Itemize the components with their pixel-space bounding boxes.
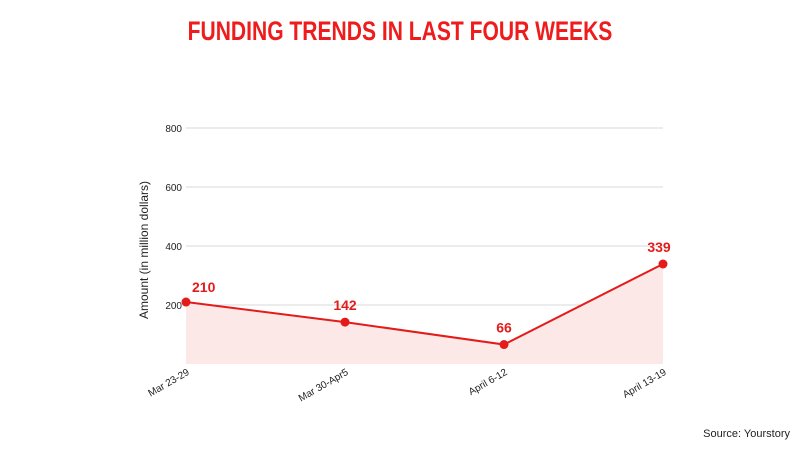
data-label: 142 [333, 297, 357, 313]
y-tick-label: 800 [165, 124, 182, 135]
data-labels: 210 142 66 339 [192, 239, 671, 336]
data-points [181, 259, 668, 350]
data-point [499, 340, 509, 350]
area-fill [186, 263, 663, 364]
data-point [181, 297, 191, 307]
chart-title: FUNDING TRENDS IN LAST FOUR WEEKS [187, 16, 613, 46]
data-point [340, 317, 350, 327]
x-tick-label: Mar 30-Apr5 [297, 367, 351, 405]
x-tick-labels: Mar 23-29 Mar 30-Apr5 April 6-12 April 13-1… [147, 367, 669, 405]
data-label: 66 [496, 320, 512, 336]
y-axis-label: Amount (in million dollars) [137, 181, 151, 319]
gridlines [186, 127, 663, 306]
x-tick-label: Mar 23-29 [147, 367, 192, 400]
source-note: Source: Yourstory [703, 428, 790, 440]
x-tick-label: April 13-19 [621, 367, 669, 401]
y-tick-label: 600 [165, 183, 182, 194]
data-label: 339 [647, 239, 671, 255]
data-point [658, 259, 668, 269]
data-label: 210 [192, 279, 216, 295]
y-tick-label: 200 [165, 301, 182, 312]
x-tick-label: April 6-12 [467, 367, 510, 398]
y-tick-label: 400 [165, 242, 182, 253]
y-tick-labels: 200 400 600 800 [165, 124, 182, 312]
series-line [185, 263, 664, 346]
